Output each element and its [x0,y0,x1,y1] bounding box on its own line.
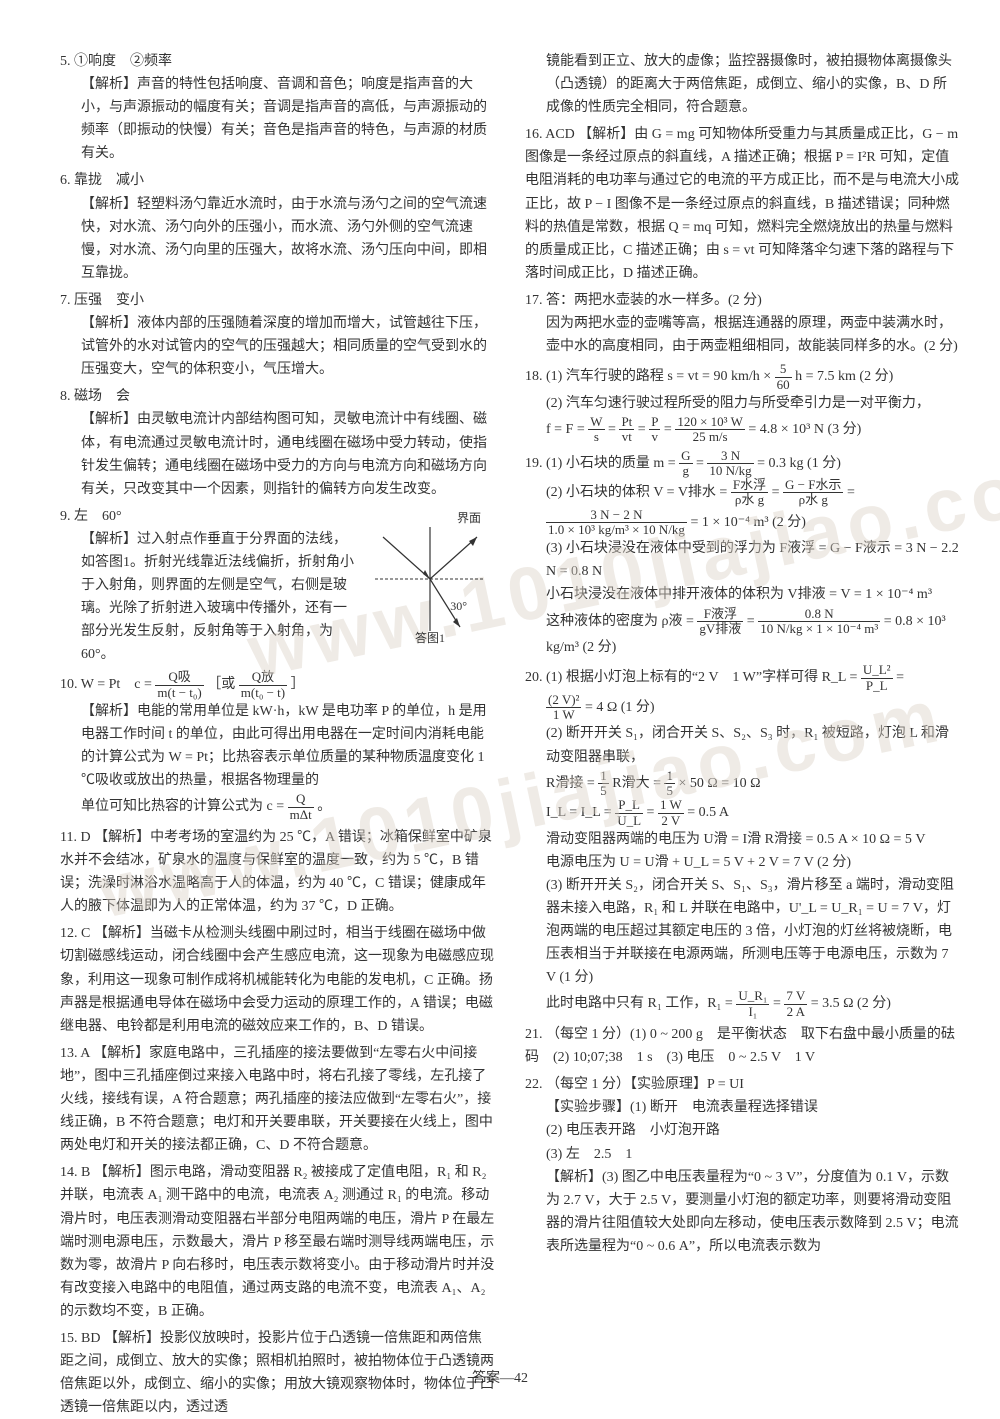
q7: 7. 压强 变小 【解析】液体内部的压强随着深度的增加而增大，试管越往下压，试管… [60,289,495,381]
q11: 11. D 【解析】中考考场的室温约为 25 ℃，A 错误；冰箱保鲜室中矿泉水并… [60,826,495,918]
analysis-text: 液体内部的压强随着深度的增加而增大，试管越往下压，试管外的水对试管内的空气的压强… [81,316,487,377]
q9: 界面 30° 答图1 9. 左 60° 【解析】过入射点作垂直于分界面的法线，如… [60,505,495,667]
q17: 17. 答：两把水壶装的水一样多。(2 分) 因为两把水壶的壶嘴等高，根据连通器… [525,289,960,358]
analysis-text: 家庭电路中，三孔插座的接法要做到“左零右火中间接地”，图中三孔插座倒过来接入电路… [60,1046,493,1153]
q6: 6. 靠拢 减小 【解析】轻塑料汤勺靠近水流时，由于水流与汤勺之间的空气流速快，… [60,169,495,284]
q20: 20. (1) 根据小灯泡上标有的“2 V 1 W”字样可得 R_L = U_L… [525,663,960,1019]
q10: 10. W = Pt c = Q吸m(t − t₀) ［或 Q放m(t₀ − t… [60,670,495,822]
analysis-label: 【解析】 [81,704,137,719]
item-num: 18. [525,369,543,384]
right-column: 镜能看到正立、放大的虚像；监控器摄像时，被拍摄物体离摄像头（凸透镜）的距离大于两… [525,50,960,1375]
analysis-text: 由 G = mg 可知物体所受重力与其质量成正比，G − m 图像是一条经过原点… [525,127,959,281]
analysis-label: 【解析】 [94,926,150,941]
q22: 22. （每空 1 分）【实验原理】P = UI 【实验步骤】(1) 断开 电流… [525,1073,960,1258]
item-num: 8. [60,389,71,404]
item-num: 6. [60,173,71,188]
q21: 21. （每空 1 分）(1) 0 ~ 200 g 是平衡状态 取下右盘中最小质… [525,1023,960,1069]
analysis-label: 【解析】 [93,1046,149,1061]
q8: 8. 磁场 会 【解析】由灵敏电流计内部结构图可知，灵敏电流计中有线圈、磁体，有… [60,385,495,500]
left-column: 5. ①响度 ②频率 【解析】声音的特性包括响度、音调和音色；响度是指声音的大小… [60,50,495,1375]
frac: Q吸m(t − t₀) [155,670,203,700]
analysis-label: 【解析】 [104,1331,160,1346]
item-num: 12. C [60,926,90,941]
item-answer: 靠拢 减小 [74,173,144,188]
analysis-label: 【解析】 [546,1170,602,1185]
q19: 19. (1) 小石块的质量 m = Gg = 3 N10 N/kg = 0.3… [525,449,960,660]
analysis-label: 【解析】 [81,77,137,92]
q16: 16. ACD 【解析】由 G = mg 可知物体所受重力与其质量成正比，G −… [525,123,960,285]
item-num: 9. [60,509,71,524]
item-num: 22. [525,1077,543,1092]
analysis-text: 过入射点作垂直于分界面的法线，如答图1。折射光线靠近法线偏折，折射角小于入射角，… [81,532,354,662]
item-num: 17. [525,293,543,308]
analysis-text: 轻塑料汤勺靠近水流时，由于水流与汤勺之间的空气流速快，对水流、汤勺向外的压强小，… [81,197,487,281]
frac: QmΔt [288,792,314,822]
q18: 18. (1) 汽车行驶的路程 s = vt = 90 km/h × 560 h… [525,362,960,444]
analysis-label: 【解析】 [81,412,137,427]
analysis-text: 由灵敏电流计内部结构图可知，灵敏电流计中有线圈、磁体，有电流通过灵敏电流计时，通… [81,412,487,496]
analysis-label: 【解析】 [94,830,150,845]
page-content: 5. ①响度 ②频率 【解析】声音的特性包括响度、音调和音色；响度是指声音的大小… [0,0,1000,1405]
item-num: 10. [60,677,78,692]
diagram-angle-label: 30° [450,597,467,617]
item-answer: ①响度 ②频率 [74,54,172,69]
item-num: 11. D [60,830,91,845]
page-footer: 答案—42 [0,1367,1000,1387]
q14: 14. B 【解析】图示电路，滑动变阻器 R₂ 被接成了定值电阻，R₁ 和 R₂… [60,1161,495,1323]
analysis-label: 【解析】 [81,532,137,547]
analysis-label: 【解析】 [578,127,634,142]
item-num: 14. B [60,1165,90,1180]
item-answer-pre: W = Pt c = [81,677,156,692]
item-num: 5. [60,54,71,69]
q5: 5. ①响度 ②频率 【解析】声音的特性包括响度、音调和音色；响度是指声音的大小… [60,50,495,165]
refraction-diagram: 界面 30° 答图1 [365,509,495,649]
item-num: 20. [525,670,543,685]
item-num: 7. [60,293,71,308]
item-num: 13. A [60,1046,90,1061]
item-num: 15. BD [60,1331,100,1346]
item-answer: 磁场 会 [74,389,130,404]
q13: 13. A 【解析】家庭电路中，三孔插座的接法要做到“左零右火中间接地”，图中三… [60,1042,495,1157]
analysis-text: 当磁卡从检测头线圈中刷过时，相当于线圈在磁场中做切割磁感线运动，闭合线圈中会产生… [60,926,494,1033]
item-num: 21. [525,1027,543,1042]
item-num: 19. [525,456,543,471]
analysis-label: 【解析】 [81,197,137,212]
analysis-text: 电能的常用单位是 kW·h，kW 是电功率 P 的单位，h 是用电器工作时间 t… [81,704,487,788]
analysis-text: 声音的特性包括响度、音调和音色；响度是指声音的大小，与声源振动的幅度有关；音调是… [81,77,487,161]
q12: 12. C 【解析】当磁卡从检测头线圈中刷过时，相当于线圈在磁场中做切割磁感线运… [60,922,495,1037]
analysis-text: 图示电路，滑动变阻器 R₂ 被接成了定值电阻，R₁ 和 R₂ 并联，电流表 A₁… [60,1165,494,1319]
analysis-label: 【解析】 [94,1165,150,1180]
item-answer: 压强 变小 [74,293,144,308]
analysis-label: 【解析】 [81,316,137,331]
diagram-caption: 答图1 [365,629,495,649]
frac: Q放m(t₀ − t) [239,670,287,700]
item-answer: 左 60° [74,509,122,524]
diagram-top-label: 界面 [457,509,481,529]
diagram-svg [365,509,495,649]
q15-cont: 镜能看到正立、放大的虚像；监控器摄像时，被拍摄物体离摄像头（凸透镜）的距离大于两… [525,50,960,119]
item-num: 16. ACD [525,127,575,142]
